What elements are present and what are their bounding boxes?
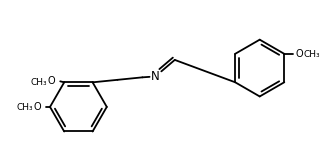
Text: CH₃: CH₃ [17, 103, 33, 112]
Text: O: O [295, 49, 303, 59]
Text: O: O [48, 76, 55, 86]
Text: CH₃: CH₃ [31, 78, 47, 87]
Text: N: N [151, 70, 160, 83]
Text: O: O [33, 102, 41, 112]
Text: CH₃: CH₃ [303, 50, 320, 59]
